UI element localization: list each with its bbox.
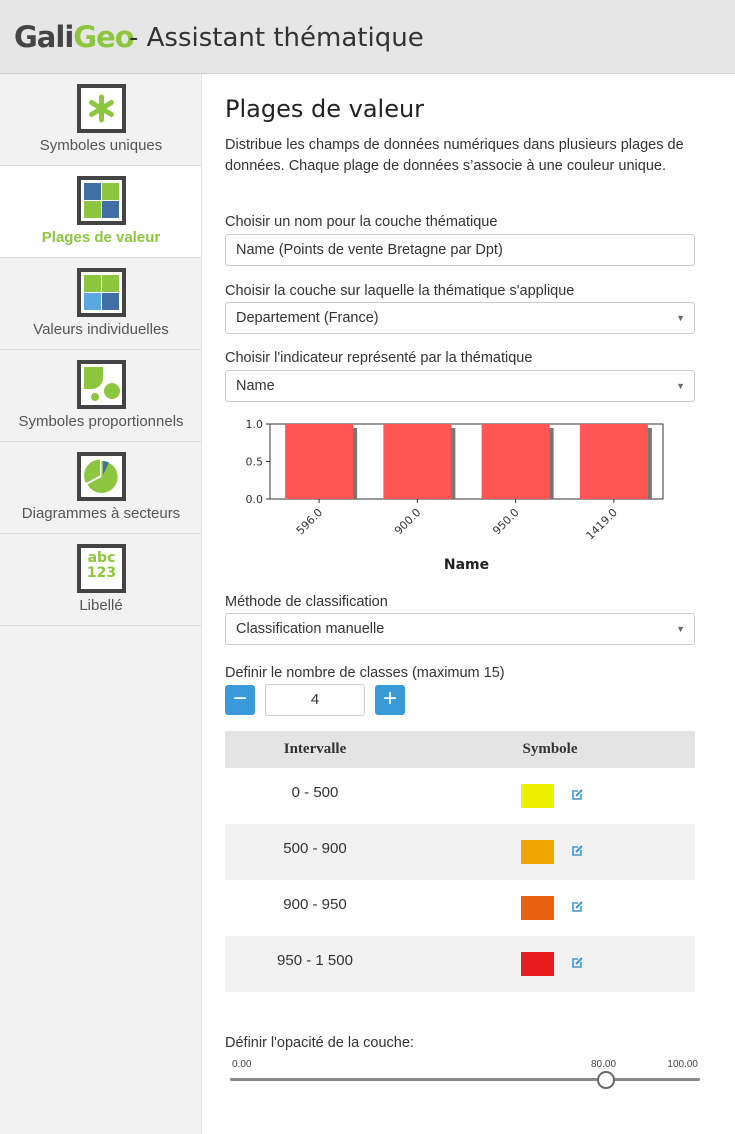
classification-method-value: Classification manuelle <box>236 621 385 637</box>
opacity-slider-section: Définir l'opacité de la couche: 0.00 80.… <box>225 1034 705 1104</box>
bar <box>383 424 452 499</box>
x-tick-label: 1419.0 <box>584 506 620 542</box>
interval-column-header: Intervalle <box>283 741 347 757</box>
sidebar-item-label: Diagrammes à secteurs <box>21 505 181 522</box>
chevron-down-icon: ▼ <box>676 313 685 323</box>
y-tick-label: 1.0 <box>246 418 264 431</box>
sidebar-item-diagrammes-a-secteurs[interactable]: Diagrammes à secteurs <box>0 442 201 534</box>
table-header: Intervalle Symbole <box>225 731 695 768</box>
method-label: Méthode de classification <box>225 594 388 610</box>
x-axis-label: Name <box>444 557 489 573</box>
table-row: 0 - 500 <box>225 768 695 824</box>
app-title: - Assistant thématique <box>129 23 424 53</box>
increment-button[interactable]: + <box>375 685 405 715</box>
edit-icon[interactable] <box>570 844 584 858</box>
interval-cell: 900 - 950 <box>283 896 347 913</box>
edit-icon[interactable] <box>570 956 584 970</box>
sidebar-item-label: Valeurs individuelles <box>33 321 169 338</box>
bar <box>481 424 550 499</box>
opacity-slider-handle[interactable] <box>597 1071 615 1089</box>
abc-text: abc <box>87 550 116 566</box>
sidebar-item-label: Symboles proportionnels <box>18 413 184 430</box>
opacity-min-label: 0.00 <box>232 1059 252 1070</box>
color-swatch[interactable] <box>521 840 554 864</box>
opacity-slider-track[interactable] <box>230 1078 700 1081</box>
galigeo-logo: GaliGeo <box>14 20 135 54</box>
abc-123-icon: abc 123 <box>77 544 126 593</box>
bar <box>285 424 354 499</box>
chevron-down-icon: ▼ <box>676 381 685 391</box>
edit-icon[interactable] <box>570 900 584 914</box>
classification-method-select[interactable]: Classification manuelle ▼ <box>225 613 695 645</box>
grid-squares-icon <box>77 268 126 317</box>
layer-label: Choisir la couche sur laquelle la thémat… <box>225 283 575 299</box>
sidebar-item-libelle[interactable]: abc 123 Libellé <box>0 534 201 626</box>
table-row: 500 - 900 <box>225 824 695 880</box>
class-count-input[interactable]: 4 <box>265 684 365 716</box>
pie-chart-icon <box>77 452 126 501</box>
opacity-current-label: 80.00 <box>591 1059 617 1070</box>
sidebar-item-symboles-uniques[interactable]: Symboles uniques <box>0 74 201 166</box>
thematic-name-value: Name (Points de vente Bretagne par Dpt) <box>236 242 503 258</box>
opacity-label: Définir l'opacité de la couche: <box>225 1035 414 1051</box>
interval-cell: 500 - 900 <box>283 840 347 857</box>
layer-select-value: Departement (France) <box>236 310 379 326</box>
sidebar-item-label: Plages de valeur <box>41 229 161 246</box>
chevron-down-icon: ▼ <box>676 624 685 634</box>
sidebar-item-label: Symboles uniques <box>39 137 163 154</box>
name-label: Choisir un nom pour la couche thématique <box>225 214 498 230</box>
edit-icon[interactable] <box>570 788 584 802</box>
interval-cell: 0 - 500 <box>291 784 339 801</box>
indicator-select-value: Name <box>236 378 275 394</box>
color-swatch[interactable] <box>521 952 554 976</box>
indicator-select[interactable]: Name ▼ <box>225 370 695 402</box>
table-row: 900 - 950 <box>225 880 695 936</box>
grid-colors-icon <box>77 176 126 225</box>
indicator-bar-chart: 0.0 0.5 1.0 596.0 900.0 950.0 1419.0 Name <box>246 418 664 573</box>
layer-select[interactable]: Departement (France) ▼ <box>225 302 695 334</box>
interval-cell: 950 - 1 500 <box>277 952 353 969</box>
symbol-column-header: Symbole <box>522 741 578 757</box>
decrement-button[interactable]: − <box>225 685 255 715</box>
color-swatch[interactable] <box>521 784 554 808</box>
page-title: Plages de valeur <box>225 95 425 123</box>
app-header: GaliGeo - Assistant thématique <box>0 0 735 74</box>
thematic-type-sidebar: Symboles uniques Plages de valeur Valeur… <box>0 74 202 1134</box>
123-text: 123 <box>86 565 117 581</box>
x-tick-label: 900.0 <box>392 506 423 537</box>
indicator-label: Choisir l'indicateur représenté par la t… <box>225 350 533 366</box>
table-row: 950 - 1 500 <box>225 936 695 992</box>
bar <box>579 424 648 499</box>
classes-table: Intervalle Symbole 0 - 500 500 - 900 900… <box>225 731 695 992</box>
sidebar-item-plages-de-valeur[interactable]: Plages de valeur <box>0 166 201 258</box>
sidebar-item-label: Libellé <box>79 597 123 614</box>
y-tick-label: 0.0 <box>246 493 264 506</box>
y-tick-label: 0.5 <box>246 456 264 469</box>
x-tick-label: 950.0 <box>490 506 521 537</box>
opacity-max-label: 100.00 <box>667 1059 698 1070</box>
sidebar-item-valeurs-individuelles[interactable]: Valeurs individuelles <box>0 258 201 350</box>
page-description: Distribue les champs de données numériqu… <box>225 137 684 174</box>
asterisk-icon <box>77 84 126 133</box>
x-tick-label: 596.0 <box>294 506 325 537</box>
color-swatch[interactable] <box>521 896 554 920</box>
thematic-name-input[interactable]: Name (Points de vente Bretagne par Dpt) <box>225 234 695 266</box>
proportional-shapes-icon <box>77 360 126 409</box>
sidebar-item-symboles-proportionnels[interactable]: Symboles proportionnels <box>0 350 201 442</box>
classes-label: Definir le nombre de classes (maximum 15… <box>225 665 505 681</box>
